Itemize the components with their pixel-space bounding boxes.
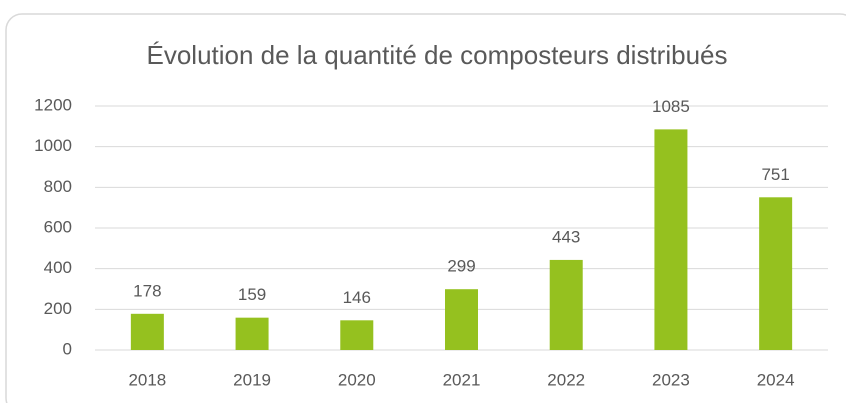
bar (759, 197, 793, 350)
bar (654, 129, 688, 350)
data-label: 751 (761, 165, 789, 184)
bar (340, 320, 374, 350)
x-tick-label: 2021 (443, 370, 481, 389)
bar (130, 313, 164, 350)
data-label: 178 (133, 281, 161, 300)
y-tick-label: 600 (44, 217, 72, 236)
chart-frame (5, 13, 846, 403)
x-tick-label: 2023 (652, 370, 690, 389)
x-tick-label: 2020 (338, 370, 376, 389)
bar (445, 289, 478, 350)
bar (549, 259, 583, 350)
x-tick-label: 2019 (233, 370, 271, 389)
chart-title: Évolution de la quantité de composteurs … (146, 40, 727, 70)
y-tick-label: 0 (63, 339, 72, 358)
data-label: 443 (552, 227, 580, 246)
data-label: 299 (447, 257, 475, 276)
y-tick-label: 200 (44, 299, 72, 318)
data-label: 1085 (652, 97, 690, 116)
x-tick-label: 2018 (128, 370, 166, 389)
y-tick-label: 1000 (34, 136, 72, 155)
data-label: 146 (343, 288, 371, 307)
y-tick-label: 400 (44, 258, 72, 277)
x-tick-label: 2024 (757, 370, 795, 389)
data-label: 159 (238, 285, 266, 304)
x-tick-label: 2022 (547, 370, 585, 389)
bar (235, 317, 269, 350)
y-tick-label: 1200 (34, 95, 72, 114)
y-tick-label: 800 (44, 177, 72, 196)
